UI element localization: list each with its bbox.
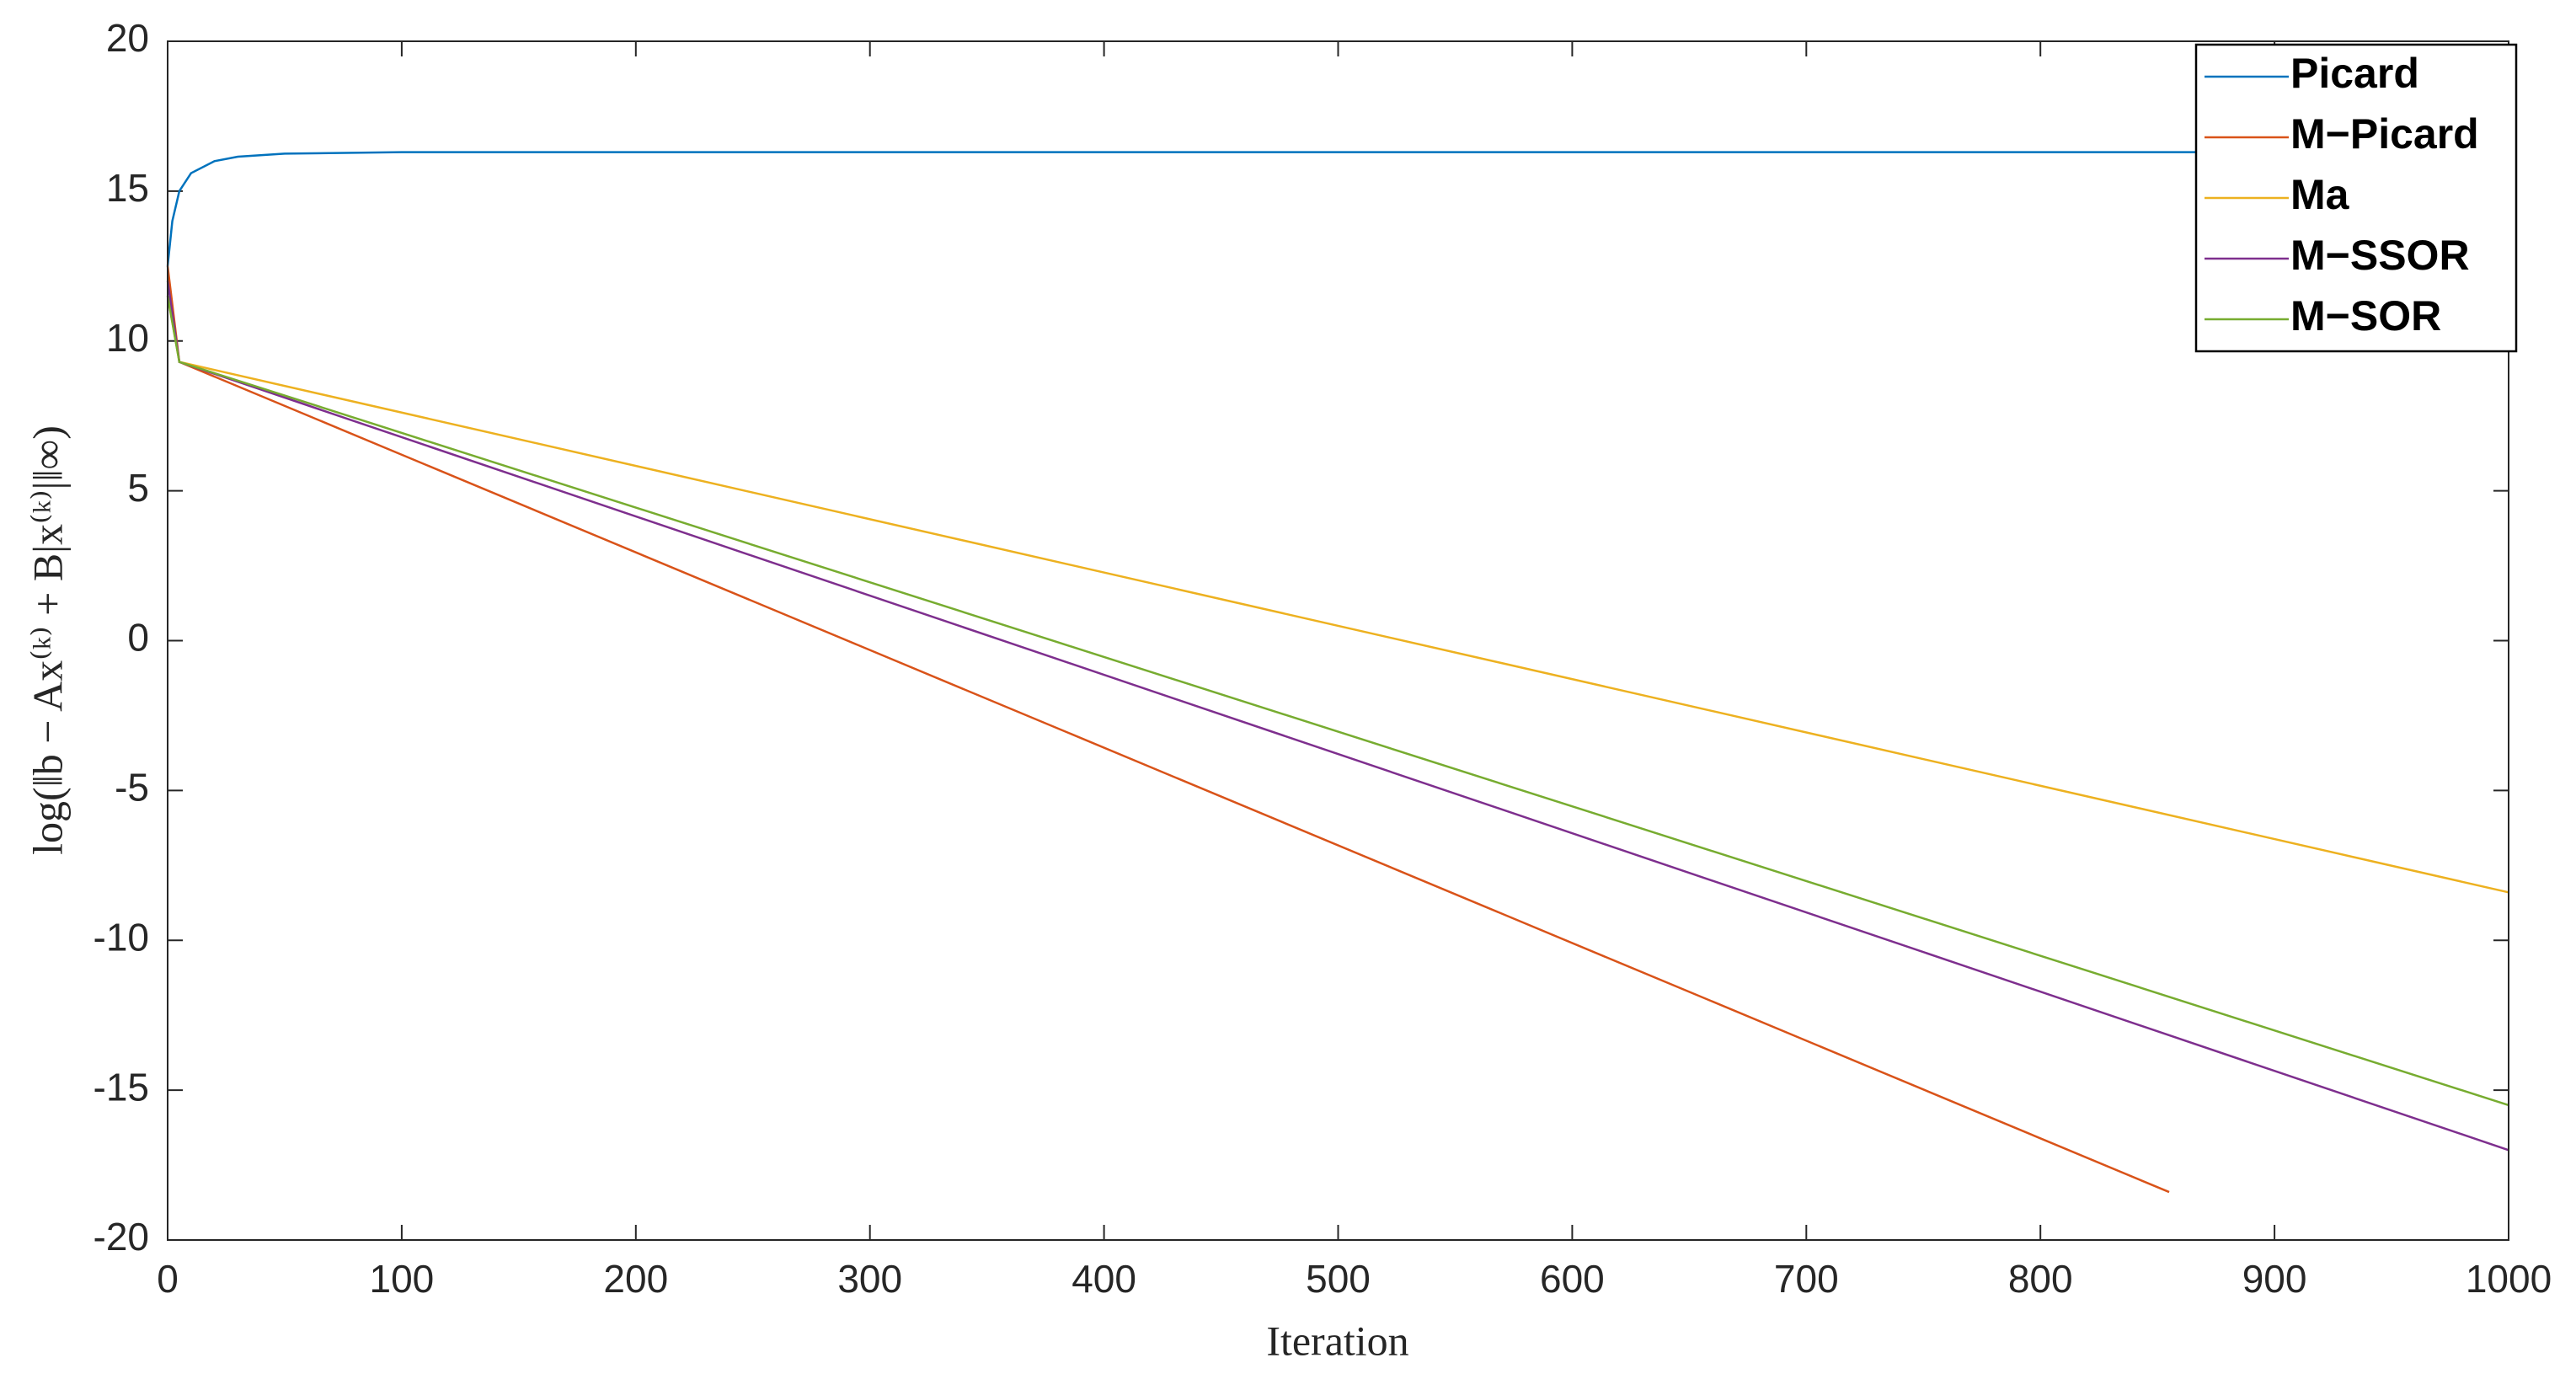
- y-tick-label: -20: [94, 1215, 149, 1259]
- y-tick-label: -10: [94, 915, 149, 959]
- x-tick-label: 400: [1072, 1257, 1136, 1301]
- y-tick-label: -5: [115, 766, 149, 810]
- y-tick-label: 5: [127, 466, 149, 510]
- series-line: [166, 281, 2509, 1152]
- legend-label: M−Picard: [2290, 110, 2479, 158]
- legend-label: Ma: [2290, 171, 2350, 218]
- x-tick-label: 600: [1540, 1257, 1605, 1301]
- legend-label: M−SOR: [2290, 292, 2441, 339]
- x-tick-label: 200: [603, 1257, 668, 1301]
- x-tick-label: 0: [157, 1257, 179, 1301]
- x-tick-label: 500: [1306, 1257, 1371, 1301]
- series-line: [166, 296, 2509, 894]
- x-tick-label: 300: [837, 1257, 902, 1301]
- x-tick-label: 700: [1774, 1257, 1839, 1301]
- series-line: [166, 151, 2509, 266]
- series-line: [166, 265, 2170, 1194]
- y-tick-label: 10: [106, 316, 149, 360]
- y-tick-label: 0: [127, 616, 149, 660]
- y-tick-label: 15: [106, 166, 149, 210]
- x-tick-label: 100: [370, 1257, 435, 1301]
- x-tick-label: 800: [2008, 1257, 2073, 1301]
- y-tick-label: -15: [94, 1065, 149, 1109]
- x-axis-label: Iteration: [1266, 1317, 1408, 1364]
- legend-label: Picard: [2290, 50, 2419, 97]
- y-axis-label: log(‖b − Ax⁽ᵏ⁾ + B|x⁽ᵏ⁾|‖∞): [24, 425, 71, 855]
- legend-label: M−SSOR: [2290, 232, 2470, 279]
- y-tick-label: 20: [106, 16, 149, 60]
- x-tick-label: 1000: [2466, 1257, 2552, 1301]
- series-line: [166, 296, 2509, 1107]
- plot-frame: [167, 40, 2509, 1241]
- x-tick-label: 900: [2242, 1257, 2307, 1301]
